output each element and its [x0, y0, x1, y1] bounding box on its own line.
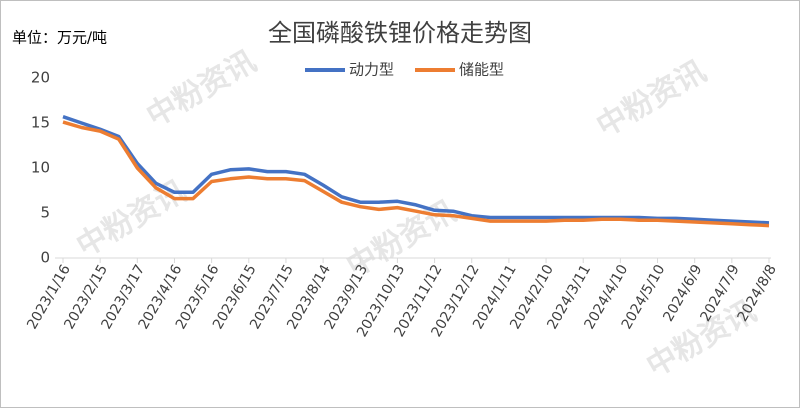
series-line — [62, 115, 770, 225]
legend-label: 动力型 — [349, 61, 394, 79]
legend-label: 储能型 — [459, 61, 504, 79]
y-tick-label: 0 — [40, 249, 50, 267]
series-line — [62, 120, 770, 228]
chart-title: 全国磷酸铁锂价格走势图 — [268, 19, 532, 47]
y-tick-label: 15 — [31, 114, 50, 132]
y-tick-label: 5 — [40, 204, 50, 222]
y-tick-label: 20 — [31, 69, 50, 87]
y-tick-label: 10 — [31, 159, 50, 177]
y-axis-label: 单位：万元/吨 — [12, 29, 107, 47]
